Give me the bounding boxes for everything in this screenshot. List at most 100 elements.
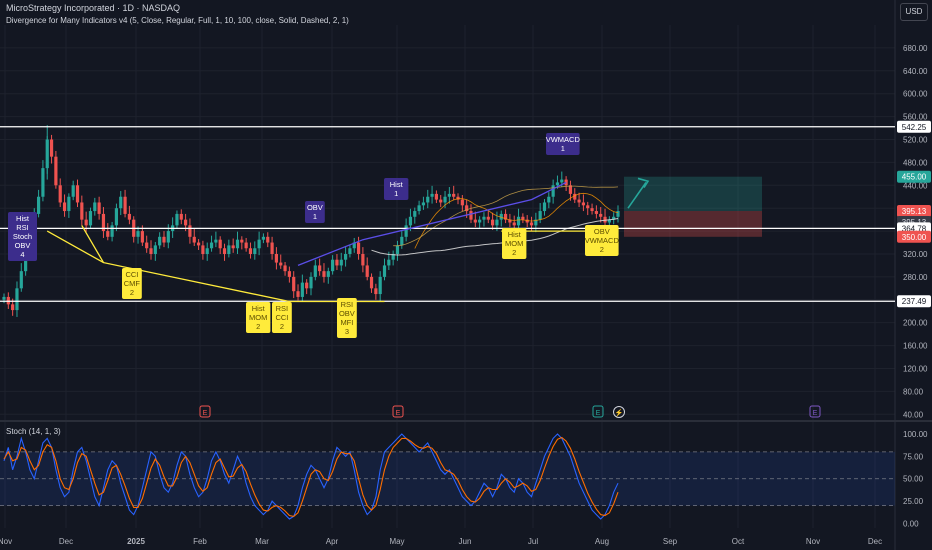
candle-body	[162, 236, 166, 243]
divergence-label[interactable]	[272, 302, 292, 333]
candle-body	[49, 139, 54, 157]
event-marker-label: E	[596, 410, 601, 417]
divergence-label-text: 1	[394, 189, 398, 198]
price-tick-label: 440.00	[903, 181, 928, 190]
divergence-label-text: Hist	[390, 180, 404, 189]
candle-body	[240, 239, 244, 243]
candle-body	[166, 231, 170, 243]
divergence-label[interactable]	[8, 212, 37, 261]
stoch-legend[interactable]: Stoch (14, 1, 3)	[6, 427, 61, 436]
candle-body	[586, 205, 590, 209]
divergence-label-text: RSI	[341, 300, 354, 309]
candle-body	[209, 242, 214, 249]
divergence-label[interactable]	[585, 225, 619, 256]
candle-body	[184, 219, 188, 226]
candle-body	[439, 199, 443, 203]
candle-body	[201, 245, 205, 254]
divergence-label-text: 1	[561, 144, 565, 153]
candle-body	[495, 219, 499, 226]
event-marker-label: ⚡	[615, 408, 624, 417]
price-tick-label: 80.00	[903, 387, 924, 396]
candle-body	[348, 248, 352, 254]
stoch-tick-label: 50.00	[903, 475, 924, 484]
divergence-label[interactable]	[337, 298, 357, 338]
price-tick-label: 640.00	[903, 67, 928, 76]
candle-body	[421, 202, 426, 206]
event-marker-label: E	[396, 410, 401, 417]
divergence-label[interactable]	[384, 178, 409, 200]
symbol-title[interactable]: MicroStrategy Incorporated · 1D · NASDAQ	[6, 3, 181, 13]
divergence-label[interactable]	[246, 302, 271, 333]
price-tick-label: 680.00	[903, 44, 928, 53]
candle-body	[145, 242, 149, 249]
candle-body	[478, 219, 482, 223]
candle-body	[149, 248, 153, 254]
divergence-label-text: CCI	[275, 313, 288, 322]
stoch-tick-label: 100.00	[903, 430, 928, 439]
candle-body	[547, 196, 551, 203]
candle-body	[599, 213, 603, 217]
event-marker[interactable]	[392, 405, 404, 418]
candle-body	[356, 242, 361, 254]
candle-body	[188, 225, 192, 237]
price-tick-label: 160.00	[903, 342, 928, 351]
divergence-label-text: 2	[280, 322, 284, 331]
candle-body	[309, 276, 313, 289]
price-tick-label: 280.00	[903, 273, 928, 282]
divergence-label-text: OBV	[594, 227, 610, 236]
candle-body	[80, 202, 84, 220]
divergence-label-text: Hist	[508, 230, 522, 239]
divergence-label-text: CMF	[124, 279, 141, 288]
price-tag-label: 350.00	[902, 233, 927, 242]
candle-body	[283, 265, 287, 272]
event-marker[interactable]	[592, 405, 604, 418]
candle-body	[607, 219, 611, 223]
event-marker[interactable]	[199, 405, 211, 418]
divergence-line	[297, 181, 567, 267]
candle-body	[2, 296, 6, 300]
candle-body	[300, 282, 304, 297]
candle-body	[426, 196, 430, 203]
price-tick-label: 600.00	[903, 90, 928, 99]
candle-body	[54, 156, 58, 186]
time-tick-label: Apr	[326, 537, 339, 546]
stop-zone[interactable]	[624, 210, 762, 237]
time-tick-label: May	[389, 537, 404, 546]
divergence-label-text: Stoch	[13, 232, 32, 241]
candle-body	[218, 239, 222, 249]
candle-body	[413, 211, 417, 217]
indicator-legend[interactable]: Divergence for Many Indicators v4 (5, Cl…	[6, 16, 349, 25]
stoch-d-line	[3, 436, 619, 517]
divergence-label[interactable]	[305, 201, 325, 223]
currency-button[interactable]: USD	[900, 3, 928, 21]
profit-zone[interactable]	[624, 176, 762, 211]
candle-body	[67, 196, 71, 212]
divergence-label[interactable]	[502, 228, 527, 259]
candle-body	[417, 205, 421, 212]
price-tag-label: 364.78	[902, 224, 927, 233]
time-tick-label: Oct	[732, 537, 745, 546]
candle-body	[577, 199, 581, 203]
divergence-label-text: OBV	[339, 309, 355, 318]
candle-body	[205, 248, 209, 254]
event-marker[interactable]	[809, 405, 821, 418]
candle-body	[391, 253, 395, 260]
divergence-label[interactable]	[122, 268, 142, 299]
candle-body	[612, 216, 616, 220]
stoch-tick-label: 75.00	[903, 452, 924, 461]
divergence-label-text: RSI	[16, 223, 29, 232]
candle-body	[75, 185, 80, 203]
candle-body	[516, 216, 521, 226]
event-marker[interactable]	[613, 406, 625, 418]
time-tick-label: Jul	[528, 537, 538, 546]
time-tick-label: Jun	[459, 537, 472, 546]
candle-body	[62, 202, 67, 212]
candle-body	[512, 222, 516, 226]
candle-body	[434, 193, 438, 200]
candle-body	[573, 193, 577, 200]
candle-body	[482, 216, 486, 220]
candle-body	[456, 196, 460, 200]
price-tag-label: 237.49	[902, 297, 927, 306]
divergence-label[interactable]	[546, 133, 580, 155]
